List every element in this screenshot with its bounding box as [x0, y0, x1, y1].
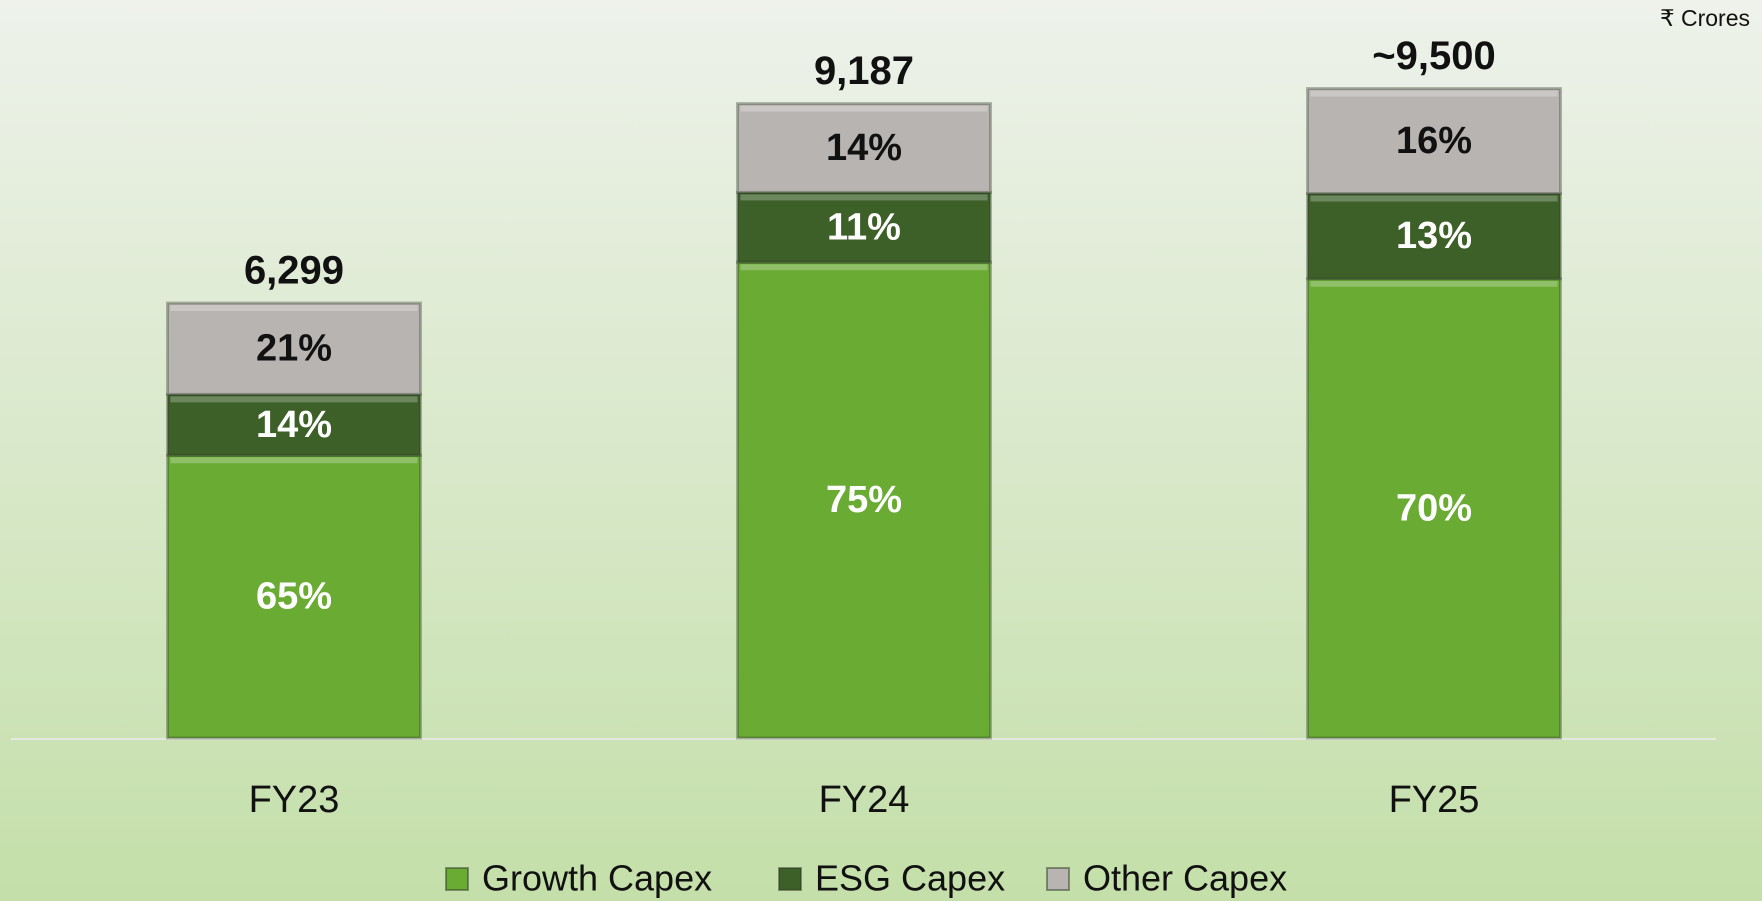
legend-label: Other Capex — [1083, 858, 1287, 899]
bar-segment — [166, 392, 422, 457]
legend-swatch — [445, 867, 469, 891]
x-tick-label: FY23 — [249, 779, 340, 821]
legend-label: ESG Capex — [815, 858, 1005, 899]
total-label: 6,299 — [244, 249, 344, 293]
bar-bevel — [1310, 90, 1558, 97]
bar-bevel — [1310, 280, 1558, 287]
segment-label: 65% — [256, 576, 332, 618]
bar-segment — [736, 260, 992, 740]
bar-bevel — [170, 396, 418, 403]
segment-label: 16% — [1396, 120, 1472, 162]
total-label: 9,187 — [814, 49, 914, 93]
bar-segment — [1306, 277, 1562, 740]
legend-swatch — [778, 867, 802, 891]
bar-bevel — [740, 264, 988, 271]
legend-label: Growth Capex — [482, 858, 712, 899]
legend-swatch — [1046, 867, 1070, 891]
bar-segment — [736, 102, 992, 194]
segment-label: 14% — [256, 404, 332, 446]
x-tick-label: FY24 — [819, 779, 910, 821]
segment-label: 21% — [256, 328, 332, 370]
bar-bevel — [170, 305, 418, 312]
segment-label: 11% — [827, 206, 901, 248]
bar-segment — [1306, 87, 1562, 196]
bar-segment — [166, 453, 422, 740]
segment-label: 70% — [1396, 487, 1472, 529]
x-tick-label: FY25 — [1389, 779, 1480, 821]
bar-bevel — [740, 105, 988, 112]
bar-segment — [166, 301, 422, 396]
total-label: ~9,500 — [1372, 34, 1495, 78]
bar-segment — [736, 190, 992, 264]
bar-bevel — [170, 457, 418, 464]
bar-bevel — [1310, 195, 1558, 202]
segment-label: 13% — [1396, 215, 1472, 257]
segment-label: 75% — [826, 479, 902, 521]
segment-label: 14% — [826, 127, 902, 169]
unit-note: ₹ Crores — [1660, 5, 1750, 31]
bar-segment — [1306, 192, 1562, 281]
bar-bevel — [740, 194, 988, 201]
